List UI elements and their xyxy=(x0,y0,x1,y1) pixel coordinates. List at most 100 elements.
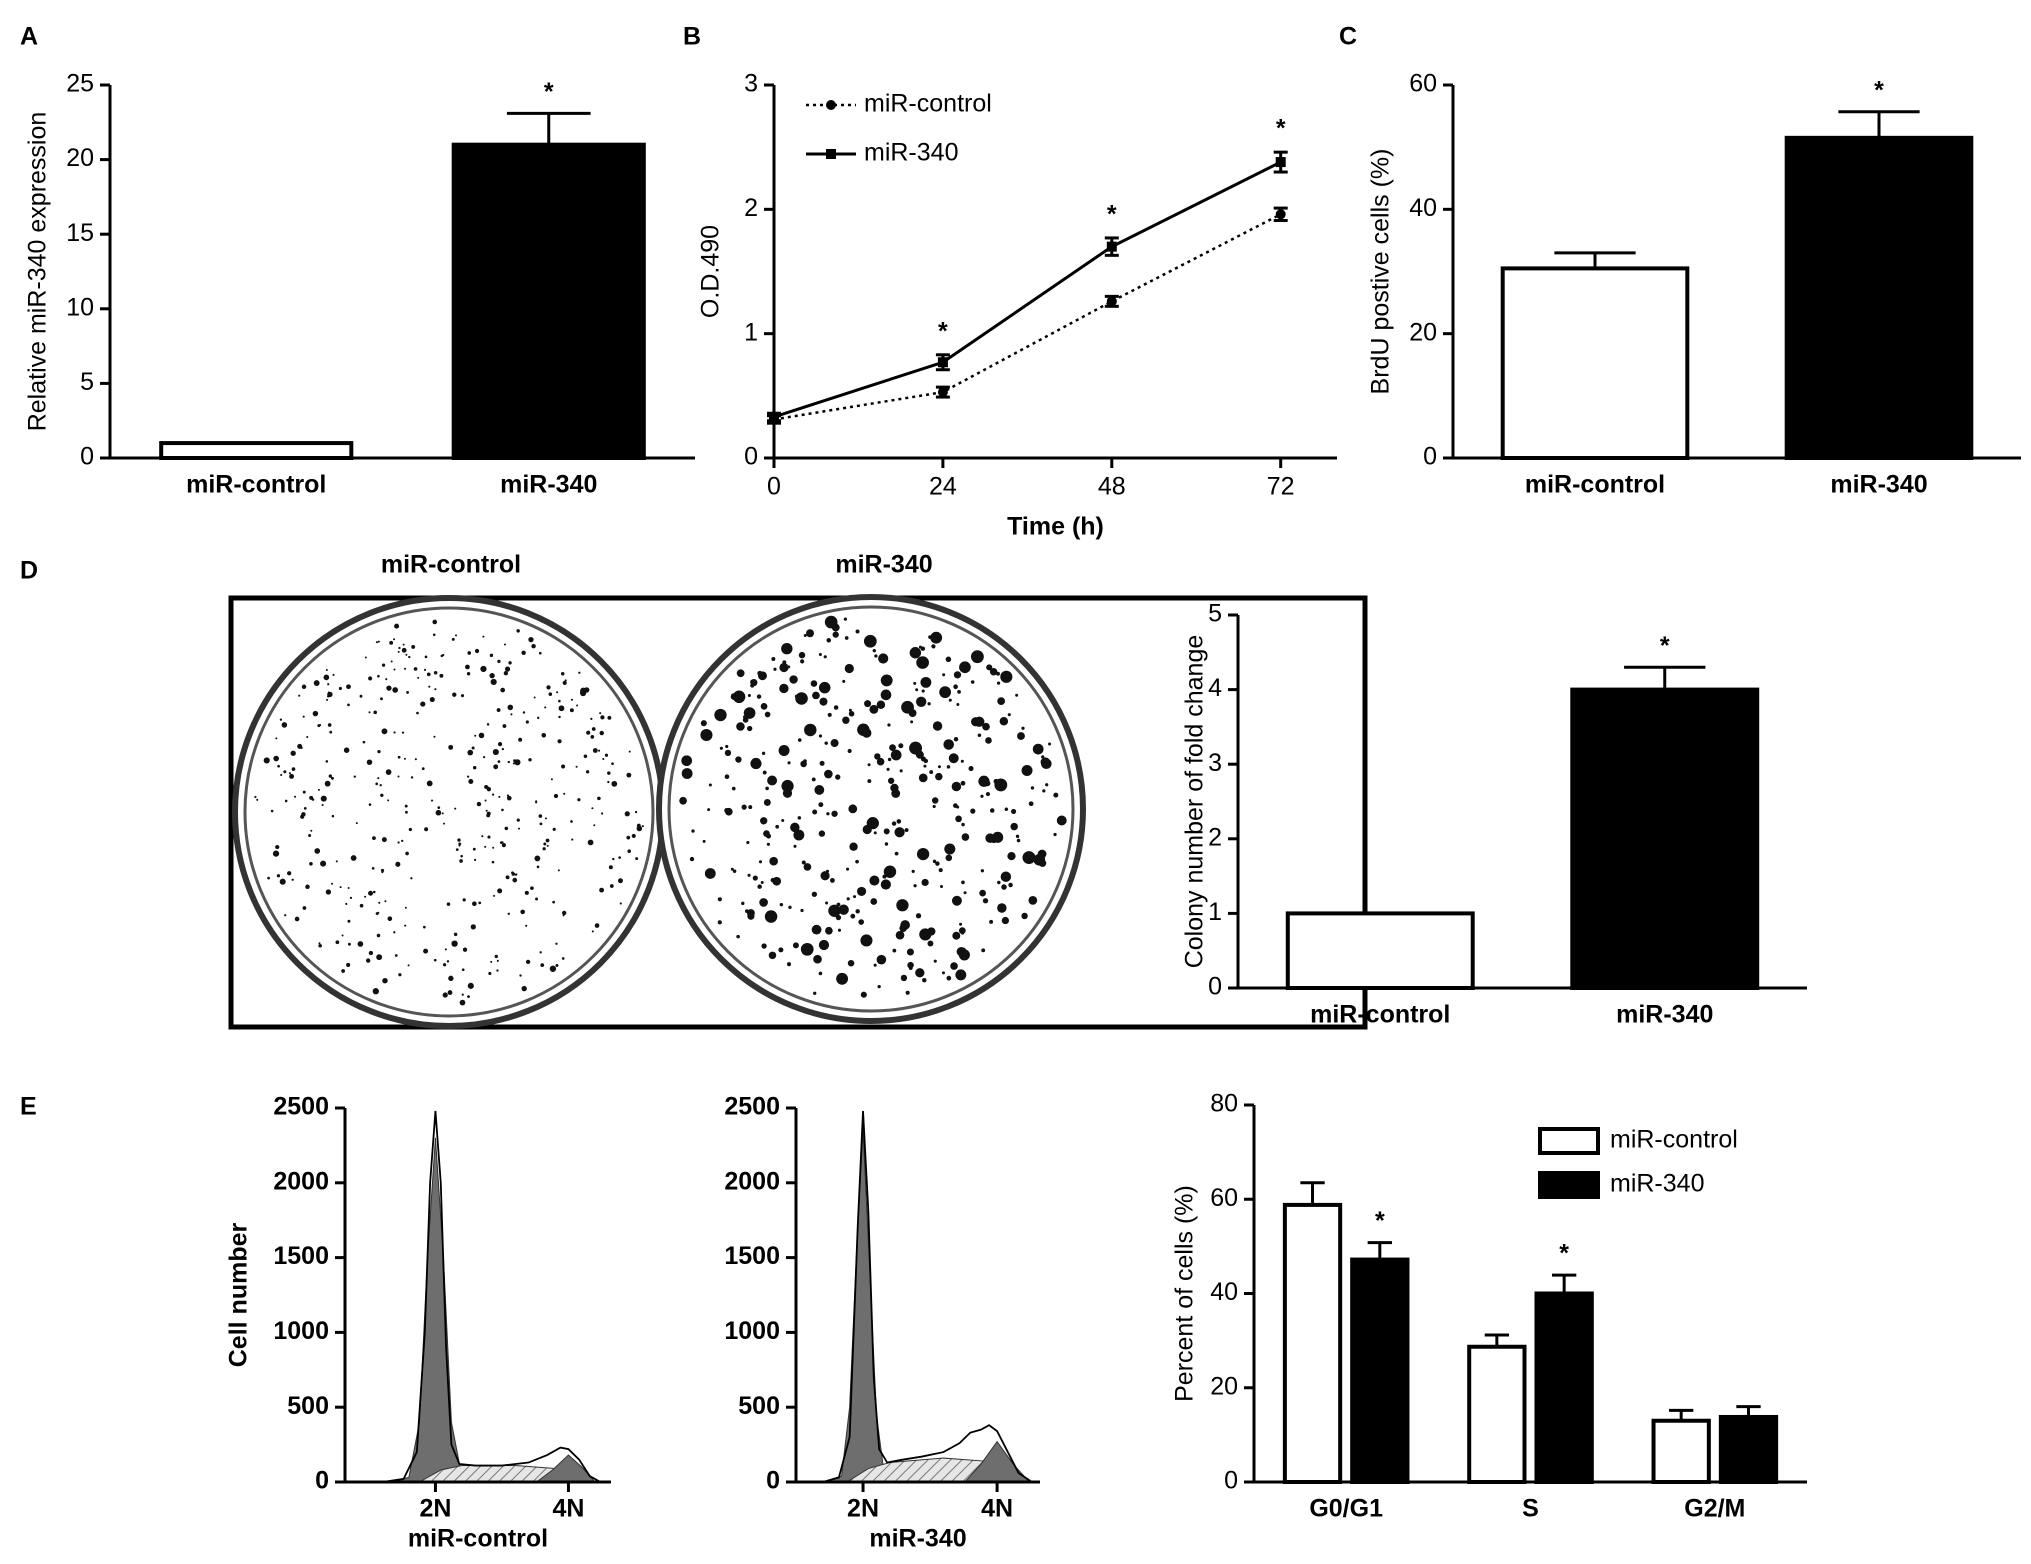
colony xyxy=(752,875,758,881)
colony xyxy=(482,635,485,638)
colony xyxy=(429,696,435,703)
colony xyxy=(557,739,562,744)
colony xyxy=(736,722,745,731)
colony xyxy=(341,934,344,937)
colony xyxy=(489,672,495,679)
bar xyxy=(1651,1418,1711,1485)
colony xyxy=(294,916,300,922)
colony xyxy=(758,860,763,864)
colony xyxy=(760,817,768,825)
colony xyxy=(598,749,601,752)
colony xyxy=(916,847,930,861)
colony xyxy=(811,777,816,782)
y-tick-label: 2 xyxy=(744,194,758,222)
colony xyxy=(938,868,943,873)
colony xyxy=(792,942,799,949)
colony xyxy=(607,715,612,720)
colony xyxy=(277,764,280,768)
y-tick-label: 2000 xyxy=(724,1167,780,1195)
colony xyxy=(849,842,858,851)
colony xyxy=(884,842,889,846)
colony xyxy=(368,711,371,714)
colony xyxy=(325,669,328,672)
colony xyxy=(747,694,751,698)
colony xyxy=(505,875,510,880)
colony xyxy=(818,802,824,808)
colony xyxy=(462,898,466,902)
colony xyxy=(432,633,436,637)
colony xyxy=(781,643,793,655)
colony xyxy=(787,761,791,765)
colony xyxy=(480,665,487,673)
colony xyxy=(730,867,734,871)
colony xyxy=(530,886,534,891)
colony xyxy=(495,764,498,767)
colony xyxy=(848,708,852,712)
bar xyxy=(1467,1344,1527,1484)
colony xyxy=(538,651,542,655)
colony xyxy=(558,715,561,719)
colony xyxy=(800,659,805,664)
colony xyxy=(327,691,330,694)
colony xyxy=(528,758,532,762)
colony xyxy=(602,757,605,761)
y-tick-label: 1000 xyxy=(724,1317,780,1345)
colony xyxy=(503,643,506,646)
colony xyxy=(497,742,503,747)
colony xyxy=(898,743,904,749)
colony xyxy=(372,988,379,995)
colony xyxy=(803,759,807,763)
colony xyxy=(283,770,287,774)
colony xyxy=(290,750,296,756)
colony xyxy=(599,730,604,736)
colony xyxy=(423,668,427,671)
significance-marker: * xyxy=(1276,115,1286,143)
colony xyxy=(458,844,461,847)
colony xyxy=(1010,808,1017,815)
colony xyxy=(800,942,814,956)
colony xyxy=(405,810,408,814)
colony xyxy=(1008,882,1013,888)
colony xyxy=(599,887,605,893)
colony xyxy=(1015,693,1019,697)
colony xyxy=(267,876,270,880)
colony-plate-photo xyxy=(228,594,1368,1030)
colony xyxy=(982,898,989,904)
colony xyxy=(289,773,295,779)
colony xyxy=(442,992,448,998)
colony xyxy=(1001,916,1010,925)
y-tick-label: 500 xyxy=(738,1392,780,1420)
colony xyxy=(732,690,746,704)
colony xyxy=(961,880,965,885)
colony xyxy=(1000,670,1013,683)
colony xyxy=(944,843,956,855)
plate-rim xyxy=(667,605,1075,1013)
colony xyxy=(1017,732,1025,740)
colony xyxy=(421,767,425,771)
colony xyxy=(608,865,613,870)
colony xyxy=(681,755,693,767)
plate-rim xyxy=(656,594,1086,1024)
colony xyxy=(275,737,278,740)
colony xyxy=(941,688,945,693)
y-axis-title: Percent of cells (%) xyxy=(1171,1185,1199,1402)
colony xyxy=(831,623,840,632)
colony xyxy=(855,859,859,864)
colony xyxy=(455,848,459,852)
colony xyxy=(539,951,542,954)
colony xyxy=(505,666,511,672)
colony xyxy=(279,878,286,885)
colony xyxy=(731,786,736,791)
colony xyxy=(486,723,490,726)
colony xyxy=(867,779,872,784)
y-tick-label: 2500 xyxy=(724,1093,780,1121)
colony xyxy=(372,836,376,841)
colony xyxy=(818,734,823,738)
colony xyxy=(951,895,962,906)
colony xyxy=(440,654,444,658)
colony xyxy=(732,869,737,874)
colony xyxy=(492,846,495,849)
colony xyxy=(959,661,971,674)
colony xyxy=(377,640,380,643)
colony xyxy=(876,700,886,709)
